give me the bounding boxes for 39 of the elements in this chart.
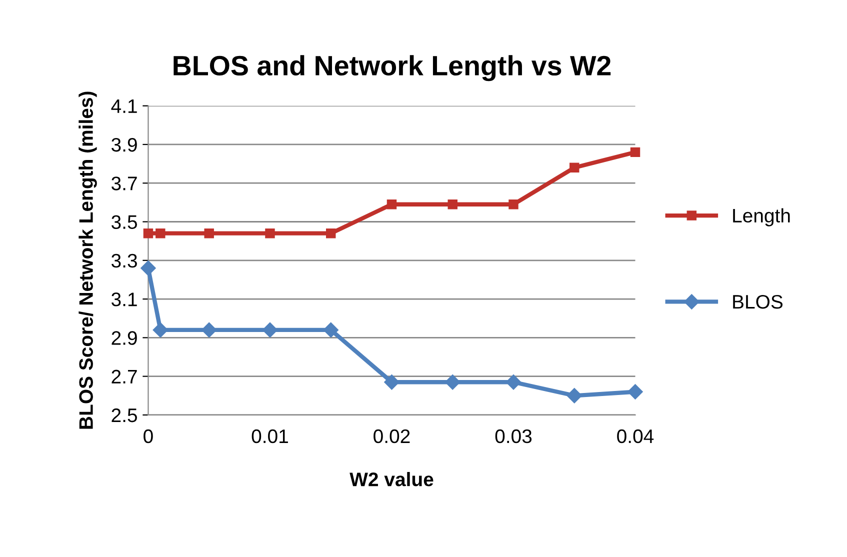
point xyxy=(506,374,522,390)
y-tick-label: 2.9 xyxy=(112,331,137,345)
point xyxy=(323,322,338,338)
x-tick-label: 0.04 xyxy=(617,429,654,444)
point xyxy=(262,322,278,338)
point xyxy=(566,388,582,404)
legend-label: Length xyxy=(733,208,790,226)
x-tick-label: 0.01 xyxy=(252,429,288,444)
x-axis-title: W2 value xyxy=(350,472,434,486)
y-tick-label: 3.5 xyxy=(112,215,137,229)
point xyxy=(445,374,460,390)
point xyxy=(204,228,214,238)
point xyxy=(384,374,400,390)
point xyxy=(630,147,640,158)
chart-title: BLOS and Network Length vs W2 xyxy=(174,55,611,82)
y-tick-label: 4.1 xyxy=(111,100,137,113)
y-tick-label: 2.7 xyxy=(112,370,137,384)
point xyxy=(156,228,166,238)
x-tick-label: 0.02 xyxy=(374,429,410,444)
point xyxy=(202,322,217,338)
point xyxy=(140,260,156,276)
point xyxy=(143,228,154,238)
x-tick-label: 0 xyxy=(144,429,153,444)
point xyxy=(628,384,643,400)
point xyxy=(326,228,336,238)
point xyxy=(265,228,275,238)
point xyxy=(570,162,580,173)
y-tick-label: 2.5 xyxy=(112,408,137,422)
y-tick-label: 3.1 xyxy=(112,292,137,306)
y-axis-title: BLOS Score/ Network Length (miles) xyxy=(78,92,97,429)
legend-label: BLOS xyxy=(733,294,783,309)
point xyxy=(508,200,518,210)
x-tick-label: 0.03 xyxy=(495,429,532,444)
y-tick-label: 3.7 xyxy=(112,176,137,190)
point xyxy=(386,200,397,210)
y-tick-label: 3.9 xyxy=(112,138,137,152)
point xyxy=(448,200,458,210)
y-tick-label: 3.3 xyxy=(112,254,137,268)
point xyxy=(152,322,168,338)
